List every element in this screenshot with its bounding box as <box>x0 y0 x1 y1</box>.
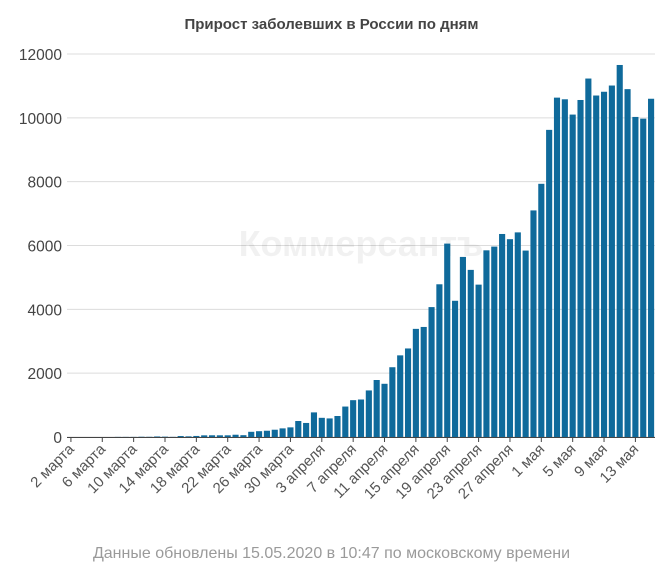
bar-series <box>114 64 655 438</box>
bar <box>310 412 318 437</box>
bar <box>404 348 412 437</box>
bar <box>600 91 608 437</box>
bar <box>208 435 216 437</box>
watermark: Коммерсантъ <box>239 223 484 264</box>
y-tick-label: 2000 <box>28 366 63 383</box>
bar <box>538 183 545 437</box>
bar <box>185 436 192 437</box>
bar <box>397 355 404 437</box>
bar <box>420 326 427 437</box>
bar <box>648 98 655 437</box>
y-tick-label: 4000 <box>28 302 63 319</box>
bar <box>279 428 286 437</box>
bar <box>248 431 255 437</box>
bar <box>467 269 474 437</box>
y-axis: 0 2000 4000 6000 8000 10000 12000 <box>19 47 62 447</box>
bar <box>530 210 537 437</box>
bar <box>428 307 435 437</box>
bar <box>585 78 592 437</box>
bar <box>350 400 357 437</box>
bar <box>342 406 349 437</box>
x-tick-label: 1 мая <box>508 441 548 481</box>
bar <box>295 421 302 437</box>
bar <box>624 89 631 437</box>
bar <box>373 380 380 437</box>
bar <box>263 430 270 437</box>
bar <box>577 99 584 438</box>
bar <box>616 64 623 437</box>
bar <box>514 232 521 437</box>
bar <box>357 399 365 437</box>
bar <box>546 129 553 437</box>
bar <box>389 367 396 437</box>
y-tick-label: 10000 <box>19 111 62 128</box>
chart-title: Прирост заболевших в России по дням <box>184 16 479 33</box>
bar <box>608 85 615 437</box>
bar <box>412 328 419 437</box>
bar <box>452 300 459 437</box>
bar <box>553 97 561 437</box>
bar <box>256 431 263 437</box>
bar <box>326 418 333 437</box>
bar <box>154 436 161 437</box>
bar <box>569 114 576 437</box>
bar <box>334 416 341 437</box>
bar <box>201 435 208 437</box>
x-tick-label: 5 мая <box>540 441 580 481</box>
y-tick-label: 12000 <box>19 47 62 64</box>
bar <box>381 383 388 437</box>
bar <box>240 435 247 437</box>
bar <box>640 118 647 437</box>
bar <box>506 239 514 437</box>
bar <box>303 422 310 437</box>
x-axis <box>67 437 655 442</box>
bar <box>475 284 482 437</box>
update-footnote: Данные обновлены 15.05.2020 в 10:47 по м… <box>92 545 571 562</box>
bar <box>224 435 231 437</box>
bar <box>459 256 466 437</box>
y-tick-label: 0 <box>53 430 62 447</box>
bar <box>491 246 498 437</box>
bar <box>177 436 184 437</box>
gridlines <box>67 53 655 438</box>
bar <box>632 116 639 437</box>
bar <box>271 429 278 437</box>
y-tick-label: 6000 <box>28 239 63 256</box>
bar <box>287 427 294 437</box>
y-tick-label: 8000 <box>28 175 63 192</box>
bar <box>499 233 506 437</box>
bar <box>522 250 529 437</box>
bar <box>444 243 451 437</box>
bar <box>483 250 490 437</box>
bar <box>365 390 372 437</box>
bar <box>232 434 239 437</box>
bar <box>216 435 223 437</box>
bar <box>561 99 568 437</box>
bar <box>593 95 600 438</box>
bar <box>193 435 200 437</box>
bar <box>436 284 443 437</box>
bar <box>318 417 325 437</box>
